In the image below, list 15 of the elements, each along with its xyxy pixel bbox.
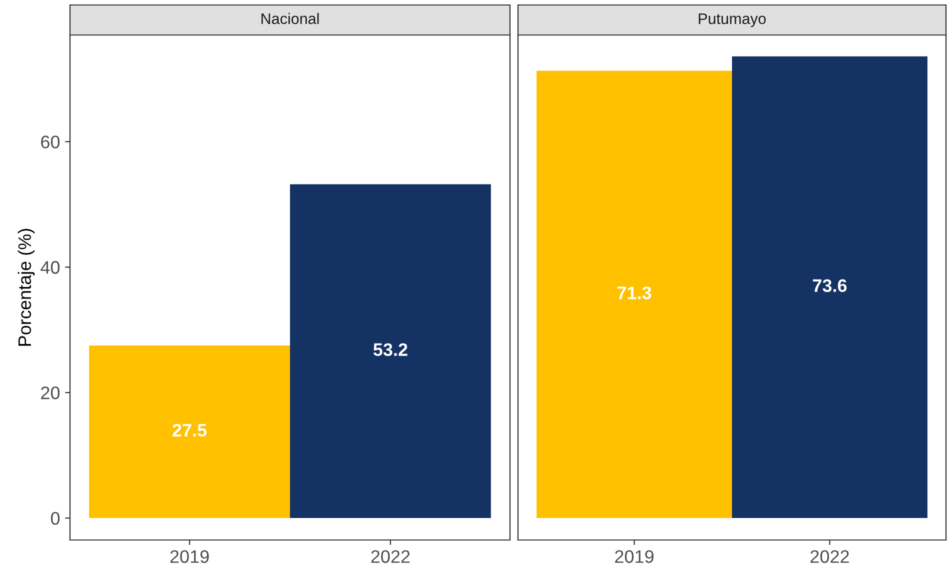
- x-tick-label: 2019: [615, 550, 654, 563]
- x-tick-label: 2019: [170, 550, 209, 563]
- data-label: 53.2: [373, 343, 408, 356]
- data-label: 27.5: [172, 424, 207, 437]
- data-label: 71.3: [617, 286, 652, 300]
- data-label: 73.6: [812, 279, 847, 292]
- y-tick-label: 0: [50, 512, 60, 525]
- x-tick-label: 2022: [810, 550, 849, 563]
- chart-title: Nacional: [262, 12, 319, 24]
- y-tick-label: 40: [40, 261, 60, 274]
- chart-title: Putumayo: [698, 13, 766, 28]
- y-tick-label: 60: [41, 136, 60, 148]
- y-tick-label: 20: [41, 386, 60, 400]
- y-axis-title: Porcentaje (%): [18, 228, 35, 346]
- x-tick-label: 2022: [371, 550, 410, 563]
